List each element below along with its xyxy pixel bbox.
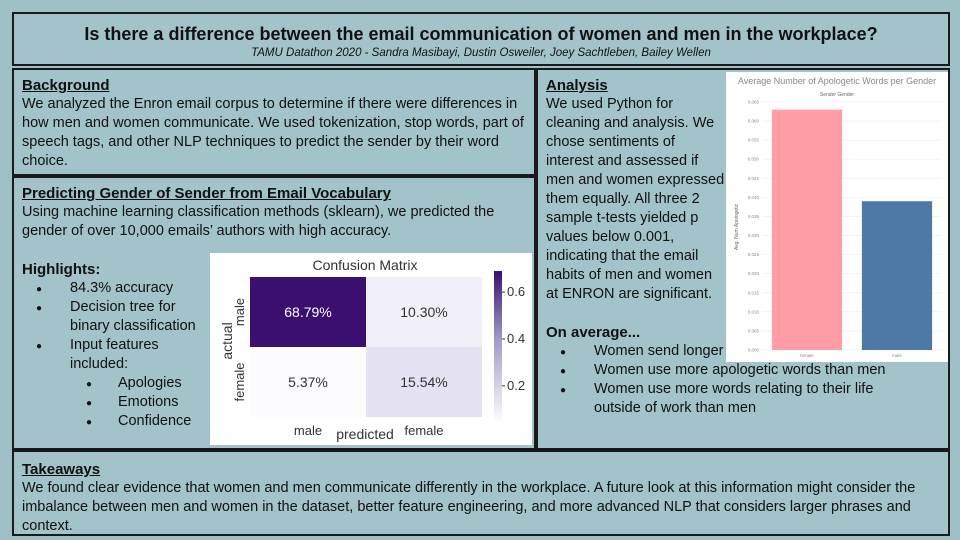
highlights-label: Highlights: [22, 261, 101, 278]
heatmap-cell [250, 277, 366, 347]
analysis-text: We used Python for cleaning and analysis… [546, 96, 725, 302]
bar [861, 201, 933, 350]
x-tick-label: female [800, 353, 814, 358]
poster-authors: TAMU Datathon 2020 - Sandra Masibayi, Du… [251, 47, 711, 59]
y-tick-label: 0.025 [748, 252, 760, 257]
y-tick-label: 0.065 [748, 100, 760, 105]
on-average-label: On average... [546, 324, 641, 341]
prediction-text: Using machine learning classification me… [22, 204, 495, 239]
y-tick-label: female [232, 362, 247, 401]
y-tick-label: 0.035 [748, 214, 760, 219]
cell-label: 10.30% [400, 304, 447, 320]
list-item: Women use more words relating to their l… [546, 380, 876, 418]
y-tick-label: 0.045 [748, 176, 760, 181]
y-tick-label: male [232, 298, 247, 326]
colorbar [494, 271, 502, 421]
takeaways-text: We found clear evidence that women and m… [22, 480, 916, 534]
list-item: 84.3% accuracy [22, 279, 526, 299]
list-item: Decision tree for binary classification [22, 298, 212, 336]
background-heading: Background [22, 77, 110, 94]
y-axis-label: Avg. Num Apologetic [734, 203, 740, 250]
heatmap-cell [250, 347, 366, 417]
list-item: Confidence [22, 412, 526, 432]
colorbar-tick-label: 0.4 [507, 331, 525, 346]
list-item: Apologies [22, 374, 526, 394]
x-tick-label: male [294, 423, 322, 438]
cell-label: 5.37% [288, 374, 328, 390]
y-tick-label: 0.040 [748, 195, 760, 200]
highlights-list: 84.3% accuracy Decision tree for binary … [22, 279, 526, 374]
heatmap-cell [366, 347, 482, 417]
chart-title: Confusion Matrix [312, 257, 417, 273]
list-item: Emotions [22, 393, 526, 413]
list-item: Women use more apologetic words than men [546, 361, 940, 381]
background-text: We analyzed the Enron email corpus to de… [22, 96, 524, 169]
y-tick-label: 0.000 [748, 348, 760, 353]
title-panel: Is there a difference between the email … [12, 12, 950, 66]
features-list: Apologies Emotions Confidence [22, 374, 526, 432]
cell-label: 15.54% [400, 374, 447, 390]
y-tick-label: 0.050 [748, 157, 760, 162]
y-tick-label: 0.010 [748, 309, 760, 314]
x-tick-label: male [892, 353, 902, 358]
apologetic-words-bar-chart: Average Number of Apologetic Words per G… [726, 72, 948, 362]
confusion-matrix-chart: Confusion Matrix 68.79% 10.30% 5.37% 15.54%… [210, 253, 532, 445]
y-tick-label: 0.030 [748, 233, 760, 238]
y-tick-label: 0.060 [748, 119, 760, 124]
cell-label: 68.79% [284, 304, 331, 320]
list-item: Input features included: [22, 336, 197, 374]
prediction-heading: Predicting Gender of Sender from Email V… [22, 185, 391, 202]
chart-title: Average Number of Apologetic Words per G… [738, 76, 936, 86]
takeaways-heading: Takeaways [22, 461, 101, 478]
chart-subtitle: Sender Gender [820, 92, 855, 98]
colorbar-tick-label: 0.2 [507, 378, 525, 393]
y-tick-label: 0.015 [748, 290, 760, 295]
y-axis-label: actual [219, 322, 235, 359]
bar [771, 109, 843, 350]
colorbar-tick-label: 0.6 [507, 284, 525, 299]
x-axis-label: predicted [336, 426, 394, 442]
poster-title: Is there a difference between the email … [84, 24, 878, 44]
analysis-heading: Analysis [546, 77, 608, 94]
y-tick-label: 0.005 [748, 328, 760, 333]
heatmap-cell [366, 277, 482, 347]
takeaways-panel: Takeaways We found clear evidence that w… [12, 450, 950, 536]
background-panel: Background We analyzed the Enron email c… [12, 68, 536, 176]
y-tick-label: 0.020 [748, 271, 760, 276]
x-tick-label: female [404, 423, 443, 438]
y-tick-label: 0.055 [748, 138, 760, 143]
